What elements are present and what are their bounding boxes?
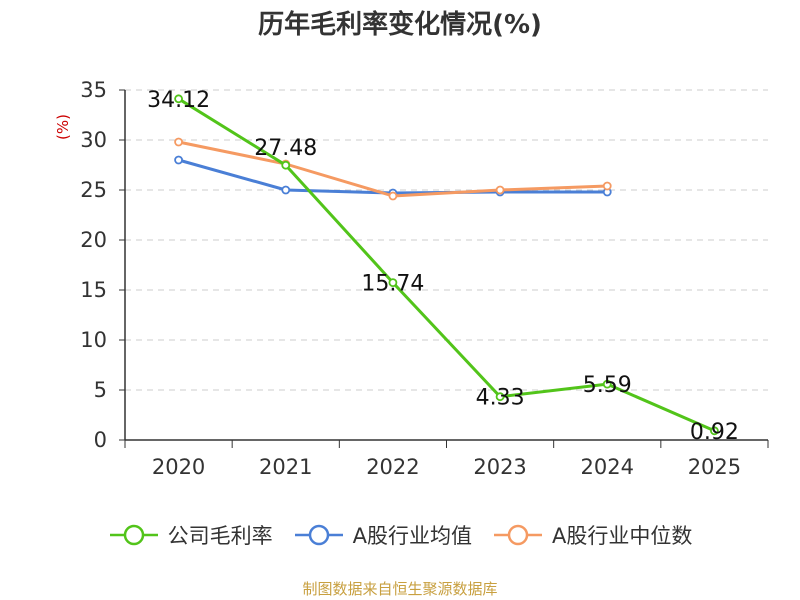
y-tick-label: 25 (80, 178, 107, 202)
x-tick-label: 2020 (152, 455, 205, 479)
y-tick-label: 20 (80, 228, 107, 252)
legend-marker-icon (494, 524, 542, 546)
y-axis-label: (%) (54, 114, 72, 140)
data-point-0 (602, 379, 612, 389)
data-label: 0.92 (690, 420, 739, 445)
data-point-0 (388, 278, 398, 288)
data-point-2 (602, 181, 612, 191)
y-tick-label: 30 (80, 128, 107, 152)
legend-item[interactable]: 公司毛利率 (108, 520, 273, 550)
data-point-2 (495, 185, 505, 195)
data-point-2 (388, 191, 398, 201)
data-label: 5.59 (583, 373, 632, 398)
legend-item[interactable]: A股行业中位数 (492, 520, 692, 550)
x-tick-label: 2023 (473, 455, 526, 479)
y-tick-label: 15 (80, 278, 107, 302)
x-tick-label: 2021 (259, 455, 312, 479)
source-note: 制图数据来自恒生聚源数据库 (302, 580, 498, 598)
series-line-2 (178, 140, 608, 198)
data-point-0 (174, 94, 183, 104)
y-tick-label: 0 (94, 428, 107, 452)
legend-marker-icon (294, 524, 343, 546)
legend-marker-icon (109, 524, 158, 546)
data-point-1 (174, 155, 183, 165)
series-line-0 (177, 97, 716, 433)
legend: 公司毛利率 A股行业均值 A股行业中位数 (0, 520, 800, 550)
data-label: 15.74 (361, 272, 424, 297)
y-tick-label: 35 (80, 78, 107, 102)
legend-label: A股行业中位数 (552, 524, 693, 548)
data-point-2 (174, 137, 183, 147)
data-label: 4.33 (476, 386, 525, 411)
data-point-0 (710, 426, 719, 436)
x-tick-label: 2024 (581, 455, 634, 479)
data-point-0 (281, 160, 291, 170)
data-point-1 (281, 185, 291, 195)
chart-title: 历年毛利率变化情况(%) (258, 10, 542, 40)
data-label: 34.12 (147, 88, 210, 113)
legend-marker-circle (123, 524, 144, 546)
y-tick-label: 10 (80, 328, 107, 352)
legend-label: 公司毛利率 (167, 524, 273, 548)
legend-marker-circle (507, 524, 529, 546)
legend-marker-circle (308, 524, 329, 546)
legend-label: A股行业均值 (352, 524, 472, 548)
data-label: 27.48 (254, 136, 317, 161)
x-tick-label: 2025 (688, 455, 741, 479)
y-tick-label: 5 (94, 378, 107, 402)
legend-item[interactable]: A股行业均值 (293, 520, 472, 550)
data-point-0 (495, 392, 505, 402)
x-tick-label: 2022 (366, 455, 419, 479)
